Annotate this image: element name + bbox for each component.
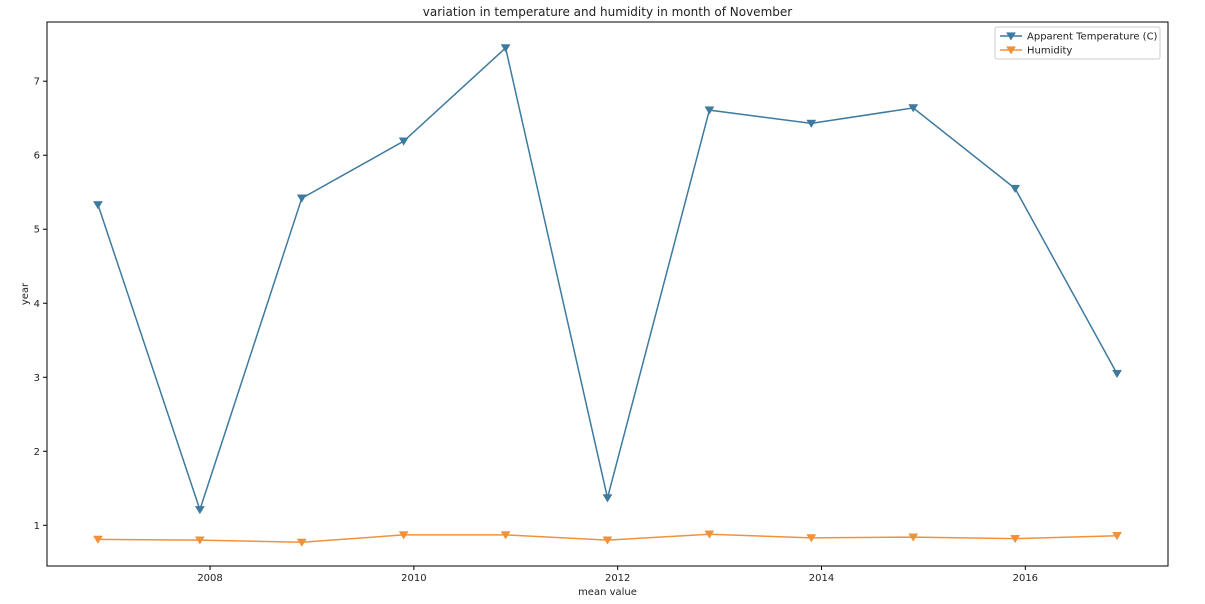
data-point (500, 531, 511, 540)
legend-label: Humidity (1027, 46, 1072, 57)
data-point (908, 104, 919, 113)
legend-item: Apparent Temperature (C) (1000, 32, 1158, 43)
x-tick-label: 2016 (1013, 573, 1038, 584)
series-humidity (93, 530, 1122, 547)
data-point (194, 536, 205, 545)
data-point (1010, 534, 1021, 544)
data-point (194, 506, 205, 515)
x-axis: 2008 2010 2012 2014 2016 (197, 566, 1038, 584)
data-point (500, 44, 511, 53)
plot-frame (46, 21, 1169, 567)
data-point (1112, 369, 1122, 379)
x-tick-label: 2012 (605, 573, 630, 584)
data-point (398, 531, 409, 540)
plot-area (46, 21, 1169, 567)
data-point (704, 106, 715, 115)
y-tick-label: 3 (34, 373, 40, 384)
legend-marker (1006, 46, 1016, 55)
data-point (806, 534, 817, 543)
data-point (602, 536, 613, 545)
y-tick-label: 4 (34, 299, 40, 310)
legend-box (994, 26, 1161, 60)
x-axis-title: mean value (578, 587, 637, 598)
y-tick-label: 2 (34, 447, 40, 458)
data-point (93, 201, 103, 210)
data-point (1010, 184, 1021, 194)
data-point (908, 533, 919, 542)
legend-marker (1006, 32, 1016, 41)
data-point (1112, 532, 1122, 541)
y-tick-label: 6 (34, 151, 40, 162)
y-tick-label: 7 (34, 77, 40, 88)
x-tick-label: 2008 (197, 573, 222, 584)
y-axis-title: year (20, 282, 31, 305)
data-point (296, 194, 307, 203)
data-point (93, 535, 103, 544)
data-point (704, 530, 715, 539)
y-tick-label: 1 (34, 521, 40, 532)
x-tick-label: 2010 (401, 573, 426, 584)
legend: Apparent Temperature (C) Humidity (994, 26, 1161, 60)
legend-label: Apparent Temperature (C) (1027, 32, 1158, 43)
data-point (806, 119, 817, 128)
data-point (296, 538, 307, 547)
data-point (398, 137, 409, 146)
series-line (97, 46, 1118, 513)
y-tick-label: 5 (34, 225, 40, 236)
data-point (602, 494, 613, 503)
legend-item: Humidity (1000, 46, 1072, 57)
series-apparent-temperature (93, 44, 1122, 515)
x-tick-label: 2014 (809, 573, 834, 584)
chart-title: variation in temperature and humidity in… (423, 5, 792, 19)
y-axis: 1 2 3 4 5 6 7 (34, 77, 47, 532)
